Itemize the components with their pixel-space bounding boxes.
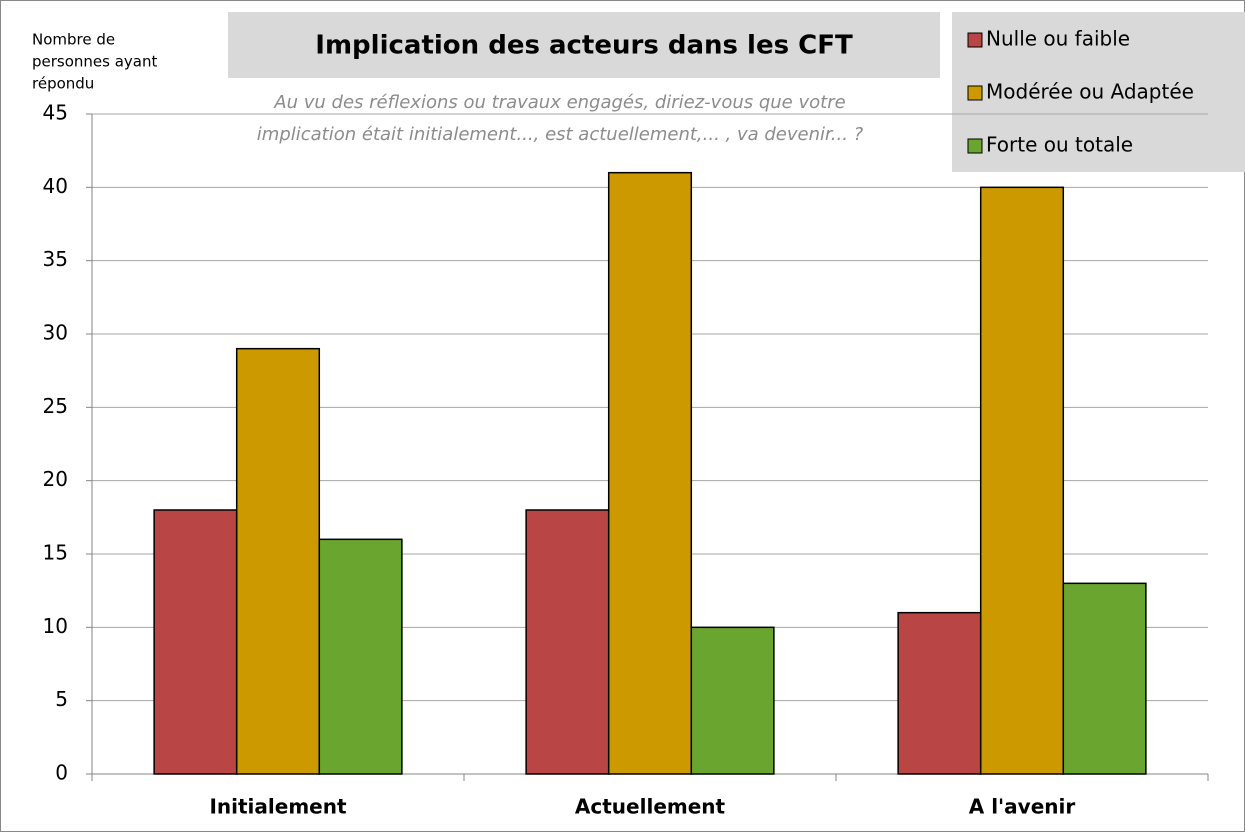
bar: [153, 509, 238, 775]
y-tick-label: 40: [43, 174, 68, 198]
bar: [525, 509, 610, 775]
bar: [897, 611, 982, 775]
subtitle: Au vu des réflexions ou travaux engagés,…: [273, 92, 845, 113]
subtitle: implication était initialement..., est a…: [257, 124, 864, 145]
chart-title: Implication des acteurs dans les CFT: [315, 31, 853, 61]
y-tick-label: 0: [55, 761, 68, 785]
bar: [1062, 582, 1147, 775]
y-tick-label: 5: [55, 687, 68, 711]
title-box: [228, 12, 940, 78]
bar: [979, 186, 1065, 775]
legend-swatch: [967, 85, 983, 101]
legend-swatch: [967, 138, 983, 154]
y-tick-label: 30: [43, 321, 68, 345]
x-tick-label: Initialement: [209, 795, 347, 819]
y-axis-label: Nombre de: [32, 31, 115, 49]
y-tick-label: 25: [43, 394, 68, 418]
legend-label: Nulle ou faible: [986, 27, 1130, 51]
bar: [235, 347, 321, 775]
y-axis-label: personnes ayant: [32, 53, 158, 71]
y-tick-label: 45: [43, 101, 68, 125]
bar: [318, 538, 403, 775]
bar: [690, 626, 775, 775]
y-tick-label: 35: [43, 247, 68, 271]
bar: [607, 171, 693, 775]
legend-box: [952, 12, 1245, 172]
y-axis-label: répondu: [32, 75, 94, 93]
y-tick-label: 15: [43, 541, 68, 565]
y-tick-label: 20: [43, 467, 68, 491]
x-tick-label: A l'avenir: [969, 795, 1076, 819]
y-tick-label: 10: [43, 614, 68, 638]
legend-label: Modérée ou Adaptée: [986, 80, 1194, 104]
x-tick-label: Actuellement: [575, 795, 726, 819]
legend-swatch: [967, 32, 983, 48]
legend-label: Forte ou totale: [986, 133, 1133, 157]
